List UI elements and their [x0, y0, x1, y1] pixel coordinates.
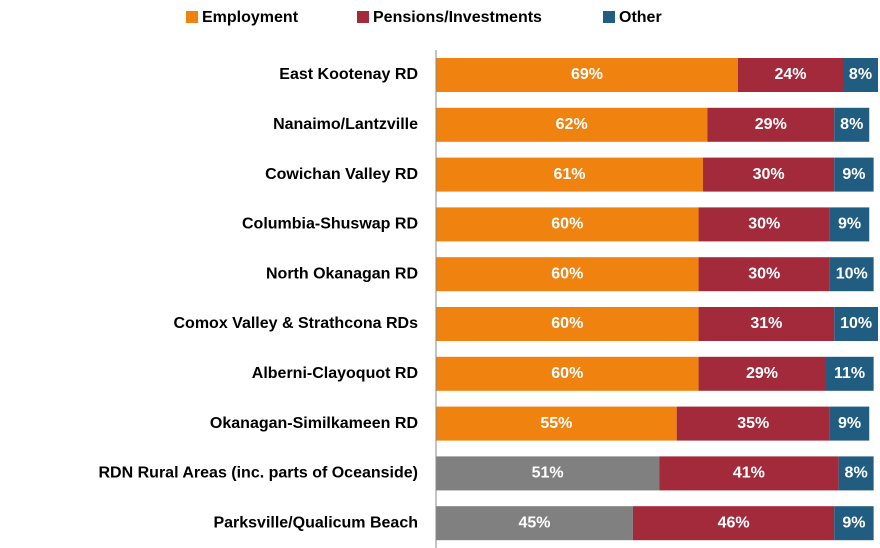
- value-label: 8%: [840, 116, 863, 133]
- bar-segment: [436, 456, 660, 491]
- bar-segment: [676, 406, 830, 441]
- bar-segment: [829, 207, 870, 242]
- value-label: 61%: [553, 166, 585, 183]
- value-label: 35%: [737, 415, 769, 432]
- bar-segment: [842, 58, 878, 92]
- value-label: 29%: [755, 116, 787, 133]
- value-label: 60%: [551, 216, 583, 233]
- y-tick-label: Nanaimo/Lantzville: [273, 116, 418, 133]
- value-label: 31%: [750, 315, 782, 332]
- bar-segment: [436, 506, 633, 541]
- bar-segment: [436, 356, 699, 391]
- y-tick-label: North Okanagan RD: [266, 265, 418, 282]
- value-label: 11%: [834, 365, 865, 382]
- y-tick-label: Comox Valley & Strathcona RDs: [173, 315, 418, 332]
- value-label: 51%: [532, 465, 564, 482]
- value-label: 60%: [551, 265, 583, 282]
- value-label: 30%: [748, 216, 780, 233]
- bar-segment: [737, 58, 843, 92]
- bar-segment: [436, 406, 677, 441]
- legend-label: Other: [619, 9, 662, 26]
- bar-segment: [436, 157, 703, 192]
- value-label: 30%: [753, 166, 785, 183]
- bar-segment: [436, 107, 708, 142]
- value-label: 29%: [746, 365, 778, 382]
- bar-segment: [436, 58, 738, 92]
- value-label: 69%: [571, 66, 603, 83]
- bar-segment: [698, 207, 830, 242]
- value-label: 9%: [842, 166, 865, 183]
- y-tick-label: Alberni-Clayoquot RD: [252, 365, 418, 382]
- value-label: 30%: [748, 265, 780, 282]
- y-tick-label: East Kootenay RD: [279, 66, 418, 83]
- bar-segment: [698, 356, 826, 391]
- value-label: 55%: [540, 415, 572, 432]
- value-label: 8%: [845, 465, 868, 482]
- bar-segment: [834, 307, 878, 341]
- value-label: 60%: [551, 315, 583, 332]
- value-label: 45%: [518, 514, 550, 531]
- bar-segment: [838, 456, 874, 491]
- y-tick-label: Parksville/Qualicum Beach: [213, 514, 418, 531]
- value-label: 46%: [718, 514, 750, 531]
- value-label: 10%: [840, 315, 872, 332]
- y-tick-label: Columbia-Shuswap RD: [242, 216, 418, 233]
- bar-segment: [707, 107, 835, 142]
- y-tick-label: RDN Rural Areas (inc. parts of Oceanside…: [99, 465, 419, 482]
- value-label: 41%: [733, 465, 765, 482]
- legend-swatch: [357, 11, 369, 23]
- bar-segment: [698, 257, 830, 292]
- bar-segment: [632, 506, 835, 541]
- bar-segment: [829, 406, 870, 441]
- legend-label: Pensions/Investments: [373, 9, 542, 26]
- bar-segment: [834, 506, 874, 541]
- value-label: 8%: [849, 66, 872, 83]
- y-tick-label: Cowichan Valley RD: [265, 166, 418, 183]
- bar-segment: [825, 356, 874, 391]
- bar-segment: [436, 307, 699, 341]
- bar-segment: [829, 257, 874, 292]
- bar-segment: [698, 307, 835, 341]
- bar-segment: [702, 157, 835, 192]
- value-label: 60%: [551, 365, 583, 382]
- value-label: 9%: [838, 216, 861, 233]
- value-label: 62%: [556, 116, 588, 133]
- bar-segment: [659, 456, 839, 491]
- value-label: 24%: [774, 66, 806, 83]
- bar-segment: [834, 107, 870, 142]
- legend-swatch: [603, 11, 615, 23]
- bar-segment: [436, 257, 699, 292]
- bar-segment: [436, 207, 699, 242]
- bar-segment: [834, 157, 874, 192]
- value-label: 10%: [836, 265, 868, 282]
- y-tick-label: Okanagan-Similkameen RD: [210, 415, 418, 432]
- legend-label: Employment: [202, 9, 299, 26]
- value-label: 9%: [842, 514, 865, 531]
- value-label: 9%: [838, 415, 861, 432]
- legend-swatch: [186, 11, 198, 23]
